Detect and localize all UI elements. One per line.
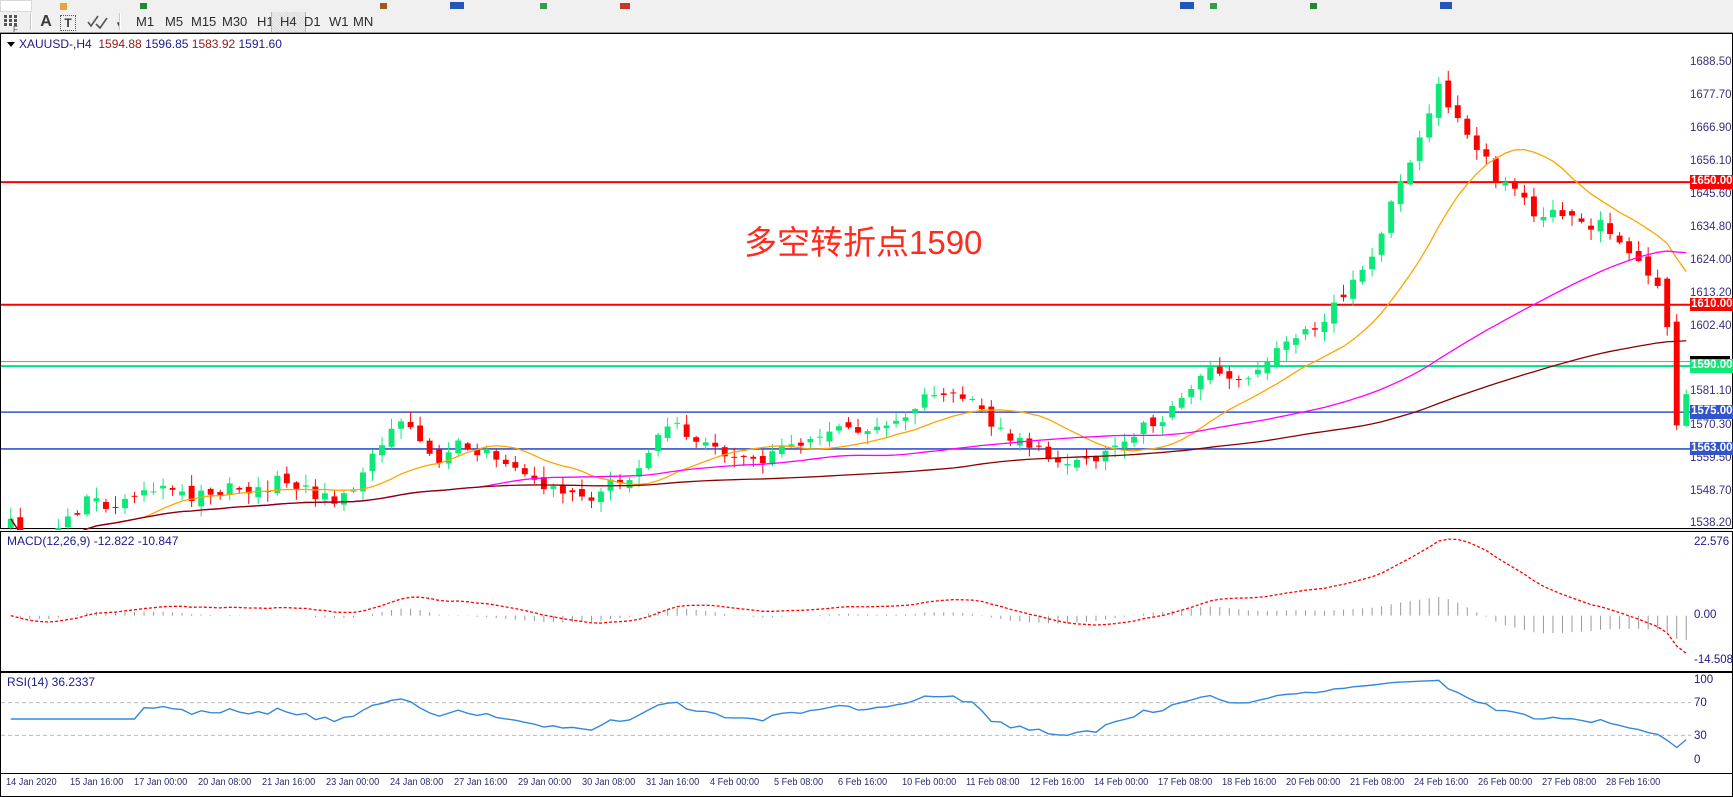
svg-text:多空转折点1590: 多空转折点1590 xyxy=(744,224,982,261)
